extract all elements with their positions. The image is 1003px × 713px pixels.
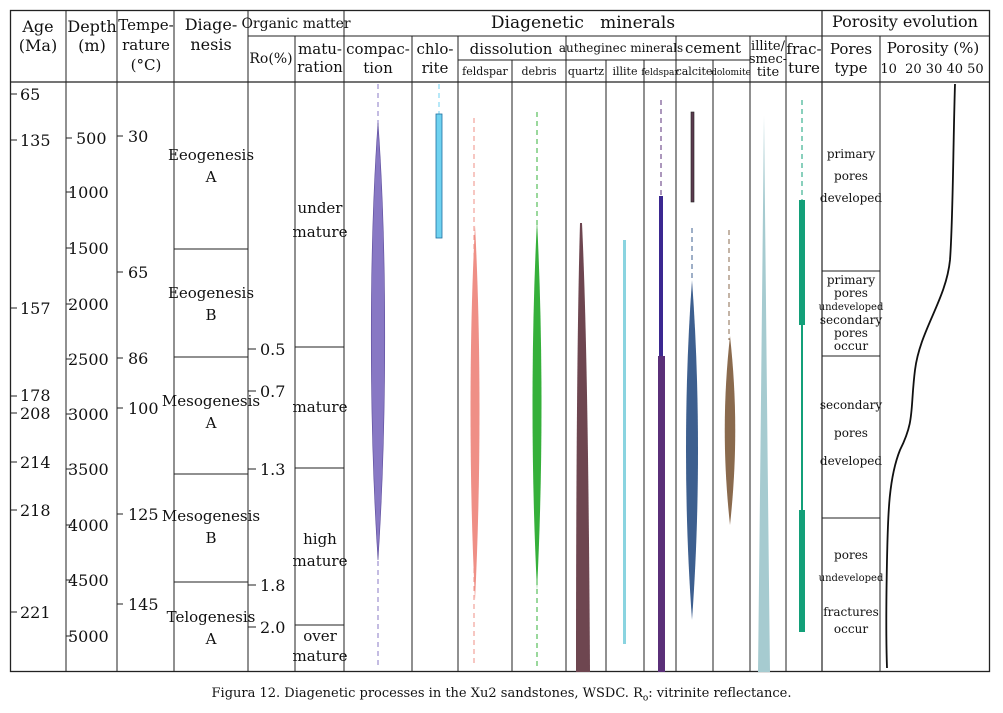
diagenesis-stage: Mesogenesis B [162,507,260,547]
chlorite-bar [435,113,443,239]
porosity-header: Porosity (%) [887,39,979,57]
pores-stage: primary pores developed [820,147,883,205]
porosity-curve [885,83,956,669]
age-label: 218 [20,501,51,520]
calcite-early-bar [690,111,695,203]
compaction-header: compac-tion [346,40,410,77]
organic-matter-header: Organic matter [241,16,350,32]
fracture-bar-upper [799,200,805,325]
maturation-stage: under mature [293,199,348,241]
diagenesis-stage: Telogenesis A [167,608,256,648]
auth-illite-header: illite [612,65,637,78]
ro-label: 1.8 [260,576,285,595]
temperature-label: 100 [128,399,159,418]
chlorite-header: chlo-rite [417,40,454,77]
cement-dolomite-header: dolomite [711,68,751,78]
figure-caption: Figura 12. Diagenetic processes in the X… [211,686,792,704]
depth-label: 4000 [68,516,109,535]
temperature-label: 145 [128,595,159,614]
debris-dissolution-spindle [532,220,542,590]
depth-header: Depth (m) [67,17,116,55]
depth-label: 500 [76,129,107,148]
ro-label: 1.3 [260,460,285,479]
depth-label: 2000 [68,295,109,314]
depth-label: 1500 [68,239,109,258]
diagenesis-figure: Age (Ma) Depth (m) Tempe-rature (°C) Diage-… [9,9,991,673]
feldspar-dissolution-spindle [470,225,480,600]
compaction-spindle [370,122,386,561]
cement-header: cement [685,39,741,57]
depth-label: 4500 [68,571,109,590]
auth-feldspar-bar-thick [658,356,665,672]
depth-label: 3500 [68,460,109,479]
illite-smectite-wedge [758,115,770,672]
age-label: 65 [20,85,40,104]
temperature-label: 30 [128,127,148,146]
pores-stage: primary pores undeveloped secondary pores occ… [819,273,884,353]
authigenic-header: autheginec minerals [559,41,683,55]
temperature-label: 65 [128,263,148,282]
age-label: 135 [20,131,51,150]
depth-label: 5000 [68,627,109,646]
illite-bar [623,240,626,644]
temperature-label: 125 [128,505,159,524]
age-label: 178 [20,386,51,405]
ro-label: 0.7 [260,382,285,401]
maturation-stage: over mature [293,627,348,665]
age-label: 221 [20,603,51,622]
depth-label: 3000 [68,405,109,424]
auth-feldspar-bar-thin [659,196,663,356]
maturation-stage: high mature [293,530,348,570]
age-label: 157 [20,299,51,318]
quartz-wedge [576,223,590,672]
pores-stage: pores undeveloped fractures occur [819,548,884,636]
diagenesis-header: Diage-nesis [185,15,238,54]
ro-label: 0.5 [260,340,285,359]
pores-type-header: Pores type [830,40,872,77]
ro-label: 2.0 [260,618,285,637]
calcite-spindle [686,280,698,620]
dissolution-header: dissolution [470,40,553,58]
fracture-bar-middle [801,325,803,510]
ro-header: Ro(%) [249,51,292,67]
temperature-label: 86 [128,349,148,368]
maturation-stage: mature [293,398,348,416]
auth-feldspar-header: feldspar [641,68,679,78]
fracture-bar-lower [799,510,805,632]
dissolution-feldspar-header: feldspar [462,65,508,78]
fracture-header: frac-ture [786,40,821,77]
pores-stage: secondary pores developed [820,398,883,468]
cement-calcite-header: calcite [676,65,713,78]
porosity-evolution-header: Porosity evolution [832,12,978,31]
diagenetic-minerals-header: Diagenetic minerals [491,13,675,33]
porosity-ticks: 10 20 30 40 50 [880,62,983,77]
dissolution-debris-header: debris [521,65,556,78]
temperature-header: Tempe-rature (°C) [118,16,174,74]
dolomite-spindle [724,336,736,525]
illite-smectite-header: illite/smec-tite [749,39,787,80]
auth-quartz-header: quartz [568,65,604,78]
age-header: Age (Ma) [19,17,57,55]
depth-label: 1000 [68,183,109,202]
age-label: 214 [20,453,51,472]
depth-label: 2500 [68,350,109,369]
age-label: 208 [20,404,51,423]
maturation-header: matu-ration [297,40,343,76]
diagenesis-stage: Mesogenesis A [162,392,260,432]
diagenesis-stage: Eeogenesis A [168,146,254,186]
diagenesis-stage: Eeogenesis B [168,284,254,324]
